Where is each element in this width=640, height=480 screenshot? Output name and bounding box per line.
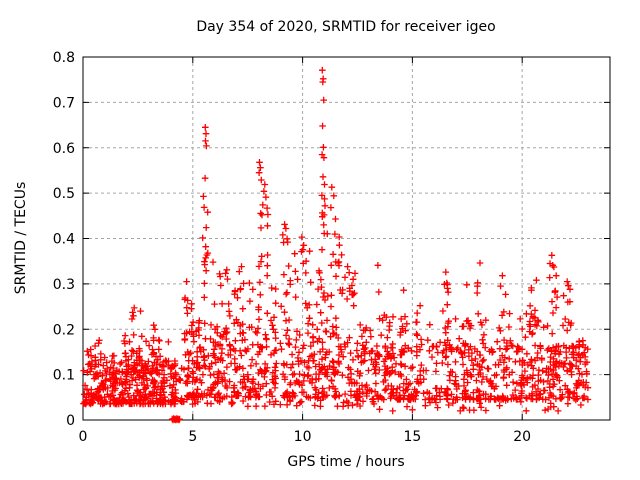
y-tick-label: 0.5 <box>53 186 75 202</box>
tick-mark-path <box>82 56 610 421</box>
axis-tick-marks <box>82 56 610 421</box>
y-axis-label: SRMTID / TECUs <box>13 182 29 295</box>
y-tick-label: 0.3 <box>53 277 75 293</box>
x-tick-label: 15 <box>403 429 421 445</box>
x-tick-label: 5 <box>188 429 197 445</box>
x-tick-label: 20 <box>513 429 531 445</box>
chart-title: Day 354 of 2020, SRMTID for receiver ige… <box>196 19 495 35</box>
y-tick-label: 0 <box>66 413 75 429</box>
y-tick-label: 0.8 <box>53 50 75 66</box>
y-tick-label: 0.2 <box>53 322 75 338</box>
y-tick-label: 0.1 <box>53 368 75 384</box>
y-tick-label: 0.4 <box>53 232 75 248</box>
y-tick-label: 0.7 <box>53 95 75 111</box>
x-tick-label: 0 <box>79 429 88 445</box>
x-tick-label: 10 <box>294 429 312 445</box>
scatter-points <box>80 66 592 424</box>
axis-tick-labels: 0 5 10 15 20 0 0.1 0.2 0.3 0.4 0.5 0.6 0.7 0.8 <box>53 50 531 445</box>
y-tick-label: 0.6 <box>53 141 75 157</box>
x-axis-label: GPS time / hours <box>287 454 404 470</box>
